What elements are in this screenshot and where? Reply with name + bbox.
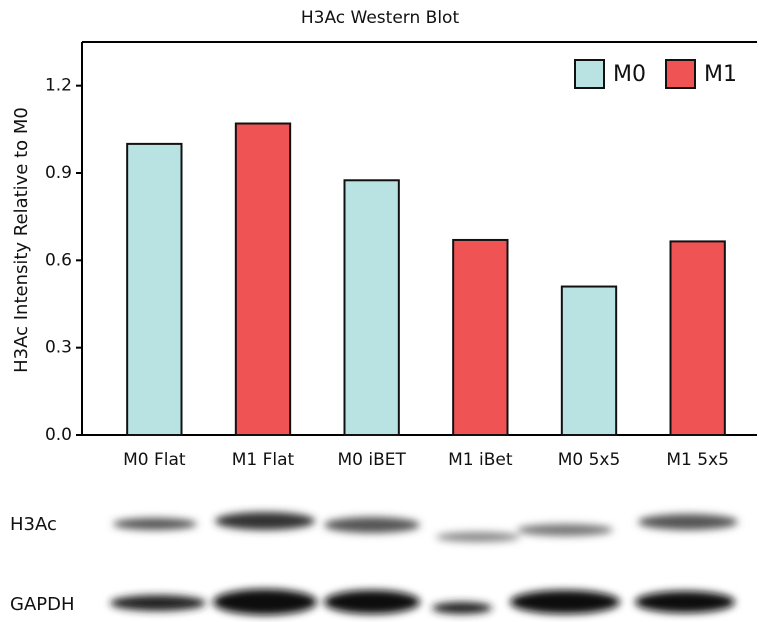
legend-label: M0 [613, 62, 646, 87]
y-tick-label: 0.9 [45, 163, 72, 183]
bar [126, 142, 183, 436]
bar [343, 179, 400, 436]
legend-swatch [665, 59, 696, 89]
blot-label: GAPDH [10, 594, 75, 615]
y-tick-label: 0.6 [45, 250, 72, 270]
bar [234, 122, 292, 436]
x-tick-label: M1 5x5 [666, 450, 729, 470]
x-tick-label: M1 Flat [232, 450, 295, 470]
x-tick-label: M1 iBet [448, 450, 513, 470]
x-tick-label: M0 Flat [123, 450, 186, 470]
bar [452, 238, 509, 436]
blot-label: H3Ac [10, 514, 57, 535]
legend-label: M1 [704, 62, 737, 87]
y-tick-label: 0.3 [45, 338, 72, 358]
y-tick-label: 1.2 [45, 76, 72, 96]
y-tick-label: 0.0 [45, 425, 72, 445]
legend-swatch [574, 59, 605, 89]
chart-title: H3Ac Western Blot [301, 8, 460, 28]
x-tick-label: M0 5x5 [558, 450, 621, 470]
blot-bands [110, 512, 738, 615]
y-axis-label: H3Ac Intensity Relative to M0 [11, 107, 32, 373]
bar [669, 240, 726, 436]
x-tick-label: M0 iBET [337, 450, 406, 470]
bar [560, 285, 618, 436]
